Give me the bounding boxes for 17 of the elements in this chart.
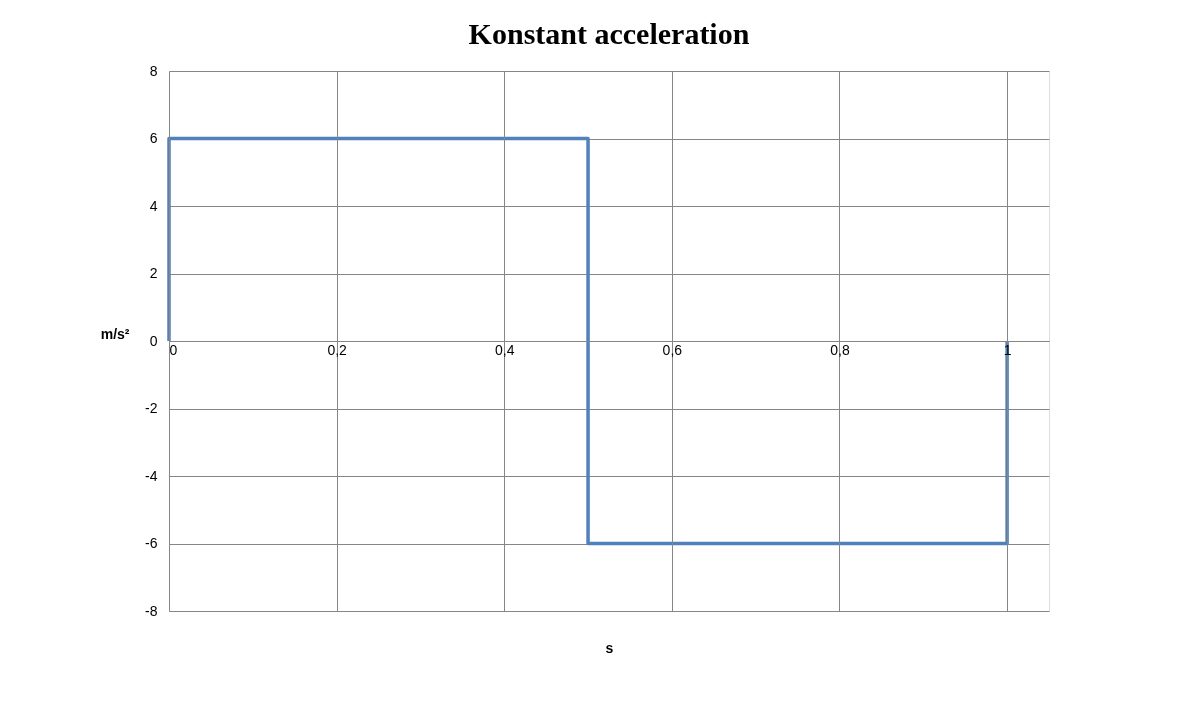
chart-title: Konstant acceleration <box>468 17 750 50</box>
y-tick-label: 8 <box>149 62 158 79</box>
y-tick-label: -6 <box>145 535 158 551</box>
x-tick-label: 1 <box>1003 341 1012 358</box>
y-tick-label: -8 <box>145 602 158 619</box>
y-tick-label: -2 <box>145 400 158 416</box>
y-tick-label: 6 <box>149 130 158 146</box>
y-tick-label: 4 <box>149 197 158 214</box>
y-axis-title: m/s² <box>100 325 130 342</box>
x-tick-label: 0,2 <box>327 341 348 358</box>
x-tick-label: 0 <box>169 341 178 358</box>
y-tick-label: 2 <box>149 265 158 281</box>
x-tick-label: 0,4 <box>495 341 515 358</box>
x-tick-label: 0,8 <box>830 341 850 358</box>
x-tick-label: 0,6 <box>662 341 683 358</box>
x-axis-title: s <box>605 639 614 656</box>
y-tick-label: -4 <box>145 467 158 484</box>
